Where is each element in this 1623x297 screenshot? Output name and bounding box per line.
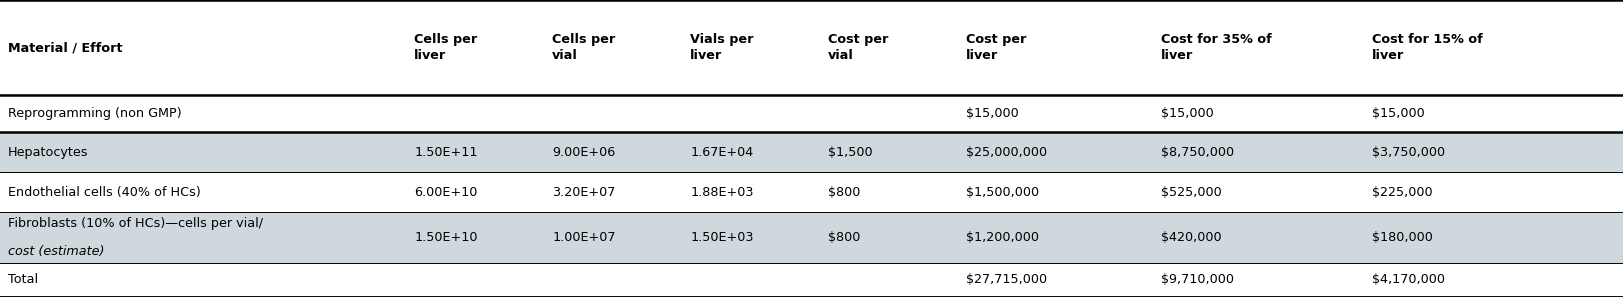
Text: $9,710,000: $9,710,000: [1160, 274, 1233, 286]
Text: $1,500: $1,500: [828, 146, 872, 159]
Text: cost (estimate): cost (estimate): [8, 245, 104, 258]
Text: Endothelial cells (40% of HCs): Endothelial cells (40% of HCs): [8, 186, 201, 199]
Text: 9.00E+06: 9.00E+06: [552, 146, 615, 159]
Bar: [0, 172, 1623, 212]
Text: $4,170,000: $4,170,000: [1371, 274, 1444, 286]
Text: Hepatocytes: Hepatocytes: [8, 146, 89, 159]
Text: $15,000: $15,000: [1160, 107, 1212, 120]
Text: $420,000: $420,000: [1160, 231, 1220, 244]
Bar: [0, 0, 1623, 95]
Text: $15,000: $15,000: [966, 107, 1018, 120]
Text: $225,000: $225,000: [1371, 186, 1431, 199]
Text: 1.00E+07: 1.00E+07: [552, 231, 615, 244]
Text: 1.50E+11: 1.50E+11: [414, 146, 477, 159]
Text: 1.50E+10: 1.50E+10: [414, 231, 477, 244]
Text: Cells per
liver: Cells per liver: [414, 33, 477, 62]
Text: 1.50E+03: 1.50E+03: [690, 231, 753, 244]
Text: Material / Effort: Material / Effort: [8, 41, 123, 54]
Text: Cost for 35% of
liver: Cost for 35% of liver: [1160, 33, 1271, 62]
Text: $525,000: $525,000: [1160, 186, 1220, 199]
Bar: [0, 263, 1623, 297]
Text: $8,750,000: $8,750,000: [1160, 146, 1233, 159]
Bar: [0, 132, 1623, 172]
Text: $27,715,000: $27,715,000: [966, 274, 1047, 286]
Text: $25,000,000: $25,000,000: [966, 146, 1047, 159]
Text: 6.00E+10: 6.00E+10: [414, 186, 477, 199]
Text: $180,000: $180,000: [1371, 231, 1431, 244]
Bar: [0, 95, 1623, 132]
Text: 1.67E+04: 1.67E+04: [690, 146, 753, 159]
Text: Cells per
vial: Cells per vial: [552, 33, 615, 62]
Text: Vials per
liver: Vials per liver: [690, 33, 753, 62]
Text: Cost per
liver: Cost per liver: [966, 33, 1026, 62]
Text: $15,000: $15,000: [1371, 107, 1423, 120]
Text: Cost for 15% of
liver: Cost for 15% of liver: [1371, 33, 1482, 62]
Text: Total: Total: [8, 274, 39, 286]
Text: $1,500,000: $1,500,000: [966, 186, 1039, 199]
Text: 1.88E+03: 1.88E+03: [690, 186, 753, 199]
Text: $3,750,000: $3,750,000: [1371, 146, 1444, 159]
Text: Reprogramming (non GMP): Reprogramming (non GMP): [8, 107, 182, 120]
Text: 3.20E+07: 3.20E+07: [552, 186, 615, 199]
Bar: [0, 212, 1623, 263]
Text: $800: $800: [828, 186, 860, 199]
Text: Cost per
vial: Cost per vial: [828, 33, 888, 62]
Text: Fibroblasts (10% of HCs)—cells per vial/: Fibroblasts (10% of HCs)—cells per vial/: [8, 217, 263, 230]
Text: $1,200,000: $1,200,000: [966, 231, 1039, 244]
Text: $800: $800: [828, 231, 860, 244]
